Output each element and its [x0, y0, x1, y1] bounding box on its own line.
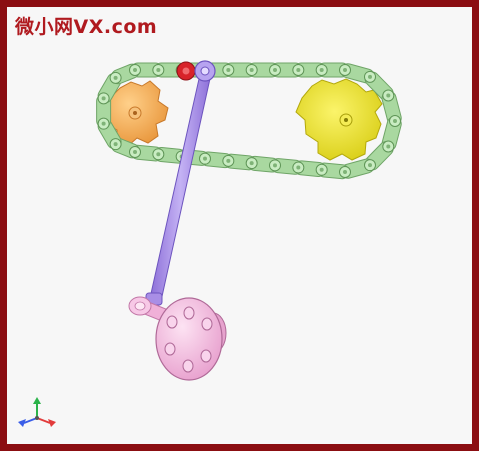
chain-roller-hole: [343, 68, 347, 72]
chain-roller-hole: [386, 144, 391, 149]
chain-roller-hole: [386, 93, 391, 98]
viewport-frame: 微小网VX.com: [7, 7, 472, 444]
chain-pin: [176, 61, 196, 81]
chain-roller-hole: [113, 75, 118, 80]
chain-roller-hole: [273, 68, 277, 72]
chain-roller-hole: [101, 121, 106, 126]
chain-roller-hole: [133, 150, 137, 154]
chain-roller-hole: [319, 167, 324, 172]
chain-roller-hole: [368, 74, 372, 79]
chain-roller-hole: [113, 142, 118, 147]
chain-roller-hole: [343, 170, 347, 174]
xyz-axis-icon: [18, 397, 56, 427]
chain-roller-hole: [393, 119, 397, 123]
crank-disc: [128, 296, 227, 381]
chain-roller-hole: [368, 163, 372, 168]
mechanism-diagram: [18, 60, 402, 427]
chain-roller-hole: [319, 68, 324, 72]
watermark-text: 微小网VX.com: [15, 16, 158, 38]
chain-roller-hole: [249, 161, 254, 166]
right-sprocket: [295, 78, 383, 161]
chain-roller-hole: [133, 68, 137, 72]
chain-roller-hole: [156, 152, 161, 157]
chain-roller-hole: [273, 163, 277, 168]
chain-roller-hole: [156, 68, 161, 72]
chain-roller-hole: [296, 165, 301, 170]
chain-roller-hole: [226, 158, 231, 163]
chain-roller-hole: [226, 68, 231, 72]
chain-roller-hole: [249, 68, 254, 72]
chain-roller-hole: [296, 68, 301, 72]
chain-roller-hole: [101, 96, 106, 101]
connecting-rod: [145, 60, 216, 306]
chain-roller-hole: [203, 156, 207, 161]
